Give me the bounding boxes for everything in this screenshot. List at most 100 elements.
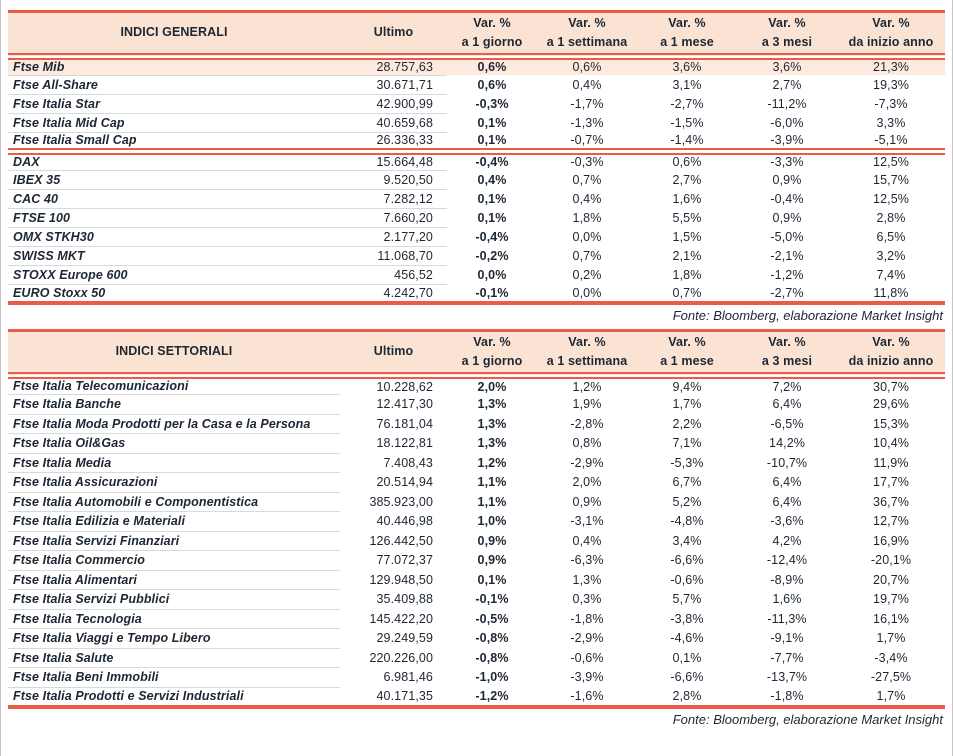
ultimo-cell: 145.422,20 xyxy=(369,611,433,626)
table-row: OMX STKH30 2.177,20 -0,4% 0,0% 1,5% -5,0% 6,5% xyxy=(8,227,945,247)
ultimo-cell: 18.122,81 xyxy=(376,436,433,451)
ultimo-cell: 2.177,20 xyxy=(340,227,447,247)
var-ytd-cell: 17,7% xyxy=(873,475,909,490)
var-1d-cell: -0,1% xyxy=(475,592,509,607)
var-1w-cell: -1,3% xyxy=(570,115,604,130)
col-header-line2: a 1 giorno xyxy=(461,353,523,368)
var-1w-cell: 0,0% xyxy=(572,229,602,244)
var-ytd-cell: 16,1% xyxy=(873,611,909,626)
index-name-cell: Ftse Italia Telecomunicazioni xyxy=(8,375,340,395)
var-1w-cell: 0,3% xyxy=(572,592,602,607)
var-1m-cell: 3,4% xyxy=(672,533,702,548)
table-row: Ftse Italia Tecnologia 145.422,20 -0,5% -1,… xyxy=(8,609,945,629)
table-row: Ftse Italia Telecomunicazioni 10.228,62 2,… xyxy=(8,375,945,395)
var-1w-cell: -0,3% xyxy=(570,155,604,170)
ultimo-cell: 26.336,33 xyxy=(340,132,447,155)
col-header-ultimo: Ultimo xyxy=(340,330,447,379)
ultimo-cell: 385.923,00 xyxy=(369,494,433,509)
var-3m-cell: -6,5% xyxy=(770,416,804,431)
ultimo-cell: 76.181,04 xyxy=(376,416,433,431)
table-row: EURO Stoxx 50 4.242,70 -0,1% 0,0% 0,7% -2,7% 1… xyxy=(8,284,945,303)
var-1m-cell: 9,4% xyxy=(672,379,702,394)
var-1d-cell: 0,4% xyxy=(477,172,507,187)
var-3m-cell: -3,3% xyxy=(770,155,804,170)
index-name-cell: Ftse Italia Tecnologia xyxy=(8,609,340,629)
col-header-var-1d: Var. % a 1 giorno xyxy=(447,330,537,379)
var-3m-cell: 14,2% xyxy=(769,436,805,451)
var-3m-cell: -3,9% xyxy=(737,132,837,155)
var-3m-cell: -10,7% xyxy=(766,455,808,470)
var-1m-cell: 3,1% xyxy=(672,77,702,92)
var-1m-cell: -5,3% xyxy=(670,455,704,470)
var-ytd-cell: 3,2% xyxy=(876,248,906,263)
table-row: Ftse All-Share 30.671,71 0,6% 0,4% 3,1% 2,7% 1… xyxy=(8,75,945,95)
var-1d-cell: 0,1% xyxy=(477,191,507,206)
var-1d-cell: 1,0% xyxy=(477,514,507,529)
table-row: Ftse Italia Servizi Pubblici 35.409,88 -0,… xyxy=(8,589,945,610)
var-3m-cell: -7,7% xyxy=(770,650,804,665)
ultimo-cell: 35.409,88 xyxy=(376,592,433,607)
var-3m-cell: -11,2% xyxy=(767,96,807,111)
var-1d-cell: 1,3% xyxy=(477,436,507,451)
source-note: Fonte: Bloomberg, elaborazione Market In… xyxy=(672,711,943,727)
var-ytd-cell: 36,7% xyxy=(873,494,909,509)
ultimo-cell: 15.664,48 xyxy=(340,151,447,171)
col-header-var-ytd: Var. % da inizio anno xyxy=(837,330,945,379)
var-1d-cell: 1,1% xyxy=(477,475,507,490)
source-note: Fonte: Bloomberg, elaborazione Market In… xyxy=(672,308,943,323)
var-3m-cell: 7,2% xyxy=(772,379,802,394)
var-ytd-cell: 19,3% xyxy=(873,77,909,92)
var-1w-cell: -3,1% xyxy=(570,514,604,529)
ultimo-cell: 4.242,70 xyxy=(383,285,433,300)
var-3m-cell: 6,4% xyxy=(772,475,802,490)
ultimo-cell: 7.282,12 xyxy=(340,189,447,209)
var-1m-cell: 5,5% xyxy=(672,210,702,225)
ultimo-cell: 11.068,70 xyxy=(340,246,447,266)
var-ytd-cell: 11,8% xyxy=(873,285,909,300)
table-title: INDICI GENERALI xyxy=(8,11,340,60)
var-1d-cell: 1,1% xyxy=(477,494,507,509)
col-header-line1: Var. % xyxy=(872,335,910,349)
index-name-cell: Ftse Italia Viaggi e Tempo Libero xyxy=(8,628,340,649)
var-1w-cell: 0,4% xyxy=(572,191,602,206)
var-3m-cell: -5,0% xyxy=(770,229,804,244)
ultimo-cell: 126.442,50 xyxy=(369,533,433,548)
general-indices-body: Ftse Mib 28.757,63 0,6% 0,6% 3,6% 3,6% 21,3% Ft… xyxy=(8,56,945,303)
table-row: CAC 40 7.282,12 0,1% 0,4% 1,6% -0,4% 12,5% xyxy=(8,189,945,209)
index-name-cell: Ftse Italia Alimentari xyxy=(8,570,340,590)
var-1w-cell: 0,4% xyxy=(572,533,602,548)
var-1m-cell: -4,6% xyxy=(670,631,704,646)
var-1d-cell: 0,0% xyxy=(477,267,507,282)
var-ytd-cell: 30,7% xyxy=(873,379,909,394)
var-1d-cell: -1,0% xyxy=(475,670,509,685)
ultimo-cell: 20.514,94 xyxy=(376,475,433,490)
var-1d-cell: -0,1% xyxy=(475,285,509,300)
table-row: Ftse Italia Edilizia e Materiali 40.446,9… xyxy=(8,511,945,532)
var-1w-cell: -0,7% xyxy=(537,132,637,155)
var-1m-cell: -3,8% xyxy=(670,611,704,626)
var-1m-cell: 6,7% xyxy=(672,475,702,490)
sector-indices-section: INDICI SETTORIALI Ultimo Var. % a 1 gior… xyxy=(8,329,945,731)
var-1d-cell: 0,6% xyxy=(447,56,537,75)
var-1d-cell: -0,8% xyxy=(475,650,509,665)
var-3m-cell: 0,9% xyxy=(772,172,802,187)
var-ytd-cell: -20,1% xyxy=(870,553,912,568)
table-row: Ftse Mib 28.757,63 0,6% 0,6% 3,6% 3,6% 21,3% xyxy=(8,56,945,76)
col-header-var-3m: Var. % a 3 mesi xyxy=(737,11,837,60)
var-1w-cell: 2,0% xyxy=(572,475,602,490)
var-1m-cell: 3,6% xyxy=(637,56,737,75)
var-1m-cell: 1,5% xyxy=(672,229,702,244)
var-3m-cell: 2,7% xyxy=(772,77,802,92)
table-row: Ftse Italia Beni Immobili 6.981,46 -1,0% -3… xyxy=(8,667,945,688)
table-row: SWISS MKT 11.068,70 -0,2% 0,7% 2,1% -2,1% 3,2% xyxy=(8,246,945,266)
var-ytd-cell: 6,5% xyxy=(876,229,906,244)
table-row: Ftse Italia Viaggi e Tempo Libero 29.249,… xyxy=(8,628,945,649)
var-ytd-cell: 12,5% xyxy=(873,155,909,170)
ultimo-cell: 7.408,43 xyxy=(383,455,433,470)
var-1d-cell: 1,3% xyxy=(477,416,507,431)
col-header-ultimo: Ultimo xyxy=(340,11,447,60)
var-ytd-cell: 15,7% xyxy=(873,172,909,187)
var-ytd-cell: 12,7% xyxy=(873,514,909,529)
var-ytd-cell: 12,5% xyxy=(873,191,909,206)
ultimo-cell: 12.417,30 xyxy=(376,397,433,412)
